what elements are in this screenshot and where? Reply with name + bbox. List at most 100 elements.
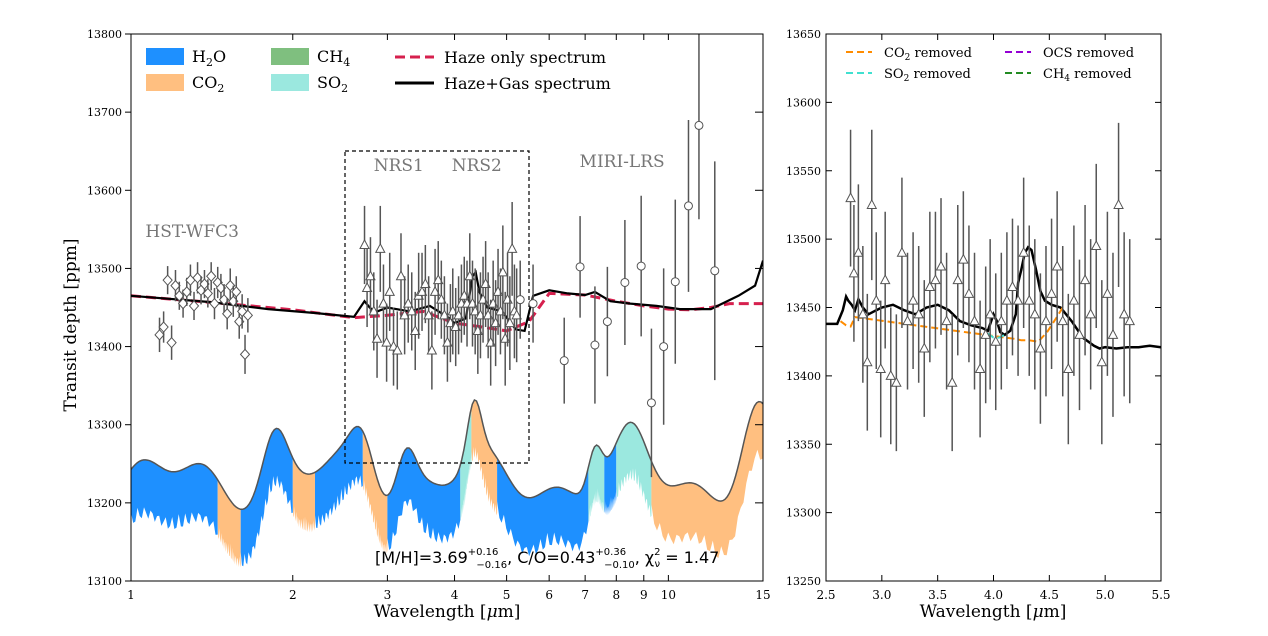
data-point	[620, 277, 630, 287]
data-point	[1079, 274, 1091, 285]
data-point	[188, 300, 200, 312]
data-point	[1068, 294, 1080, 305]
data-point	[506, 242, 518, 253]
x-tick-label: 1	[127, 588, 135, 602]
y-tick-label: 13300	[786, 507, 821, 520]
data-point	[1001, 294, 1013, 305]
data-point	[995, 315, 1007, 326]
data-point	[683, 201, 693, 211]
data-point	[907, 294, 919, 305]
data-point	[1107, 328, 1119, 339]
x-tick-label: 2.5	[816, 588, 835, 602]
data-point	[368, 305, 380, 316]
data-point	[1074, 328, 1085, 339]
data-point	[984, 308, 996, 319]
data-point	[395, 270, 407, 281]
data-point	[378, 297, 389, 308]
right-panel: 2.5 3.0 3.5 4.0 4.5 5.0 5.5 13250 13300 13350 134…	[786, 28, 1171, 622]
data-point	[158, 321, 169, 333]
y-tick-label: 13650	[786, 28, 821, 41]
data-point	[222, 308, 233, 320]
data-point	[218, 293, 230, 306]
data-point	[423, 309, 434, 320]
legend-swatch-h2o	[146, 48, 184, 65]
y-tick-label: 13500	[87, 262, 122, 275]
data-point	[1040, 315, 1052, 326]
data-point	[559, 356, 569, 366]
data-point	[963, 287, 975, 298]
data-point	[154, 329, 165, 341]
data-point	[206, 270, 217, 282]
data-point	[166, 336, 177, 349]
right-y-ticks: 13250 13300 13350 13400 13450 13500 13550 13600…	[786, 28, 1161, 588]
legend-label: SO2 removed	[884, 67, 971, 84]
y-tick-label: 13200	[87, 497, 122, 510]
data-point	[1113, 198, 1124, 209]
legend-label-so2: SO2	[317, 73, 348, 95]
data-point	[209, 297, 220, 310]
data-point	[853, 246, 864, 257]
data-point	[162, 274, 173, 286]
data-point	[1046, 287, 1057, 298]
data-point	[499, 332, 511, 343]
data-point	[1062, 362, 1074, 374]
contribution-band	[217, 480, 241, 568]
data-point	[930, 274, 941, 285]
contribution-band	[616, 422, 652, 518]
retrieval-result: [M/H]=3.69+0.16 −0.16, C/O=0.43+0.36 −0.10…	[375, 547, 719, 571]
annotation-nrs2: NRS2	[452, 156, 502, 176]
left-y-axis-label: Transit depth [ppm]	[61, 238, 81, 411]
data-point	[969, 315, 980, 326]
data-point	[946, 376, 958, 387]
removed-line	[839, 306, 1064, 343]
legend-swatch-so2	[271, 74, 309, 91]
y-tick-label: 13400	[87, 341, 122, 354]
data-point	[1018, 246, 1029, 257]
data-point	[391, 344, 403, 355]
contribution-band	[460, 407, 472, 521]
data-point	[528, 299, 538, 309]
contribution-fills	[131, 399, 763, 568]
data-point	[902, 315, 913, 326]
data-point	[374, 242, 386, 253]
contribution-band	[588, 445, 605, 522]
x-tick-label: 4.0	[984, 588, 1003, 602]
left-panel: 1 2 3 4 5 6 7 8 9 10 15 13100132001330013400135001…	[61, 28, 771, 622]
data-point	[646, 398, 656, 408]
left-x-ticks: 1 2 3 4 5 6 7 8 9 10 15	[127, 34, 771, 602]
data-point	[504, 317, 516, 328]
data-point	[384, 285, 396, 296]
data-point	[1124, 315, 1136, 326]
legend-label-hazegas: Haze+Gas spectrum	[444, 74, 611, 93]
zoom-box	[344, 150, 530, 464]
data-point	[924, 280, 936, 291]
x-tick-label: 9	[640, 588, 648, 602]
data-point	[239, 348, 251, 361]
data-point	[1023, 294, 1035, 305]
data-point	[885, 369, 897, 380]
contribution-band	[604, 443, 617, 516]
data-point	[866, 198, 878, 209]
data-point	[659, 342, 669, 352]
right-legend: CO2 removed OCS removed SO2 removed CH4 rem…	[846, 46, 1134, 84]
data-point	[845, 192, 856, 203]
x-tick-label: 3.0	[872, 588, 891, 602]
data-point	[1012, 294, 1024, 305]
data-point	[590, 340, 600, 350]
data-point	[416, 285, 428, 296]
data-point	[990, 335, 1002, 346]
contribution-band	[497, 458, 589, 557]
annotation-miri-lrs: MIRI-LRS	[580, 152, 665, 172]
x-tick-label: 5	[503, 588, 511, 602]
x-tick-label: 7	[581, 588, 589, 602]
data-point	[1118, 308, 1130, 319]
y-tick-label: 13350	[786, 438, 821, 451]
x-tick-label: 6	[545, 588, 553, 602]
right-x-ticks: 2.5 3.0 3.5 4.0 4.5 5.0 5.5	[816, 34, 1171, 602]
contribution-band	[471, 399, 498, 516]
right-x-axis-label: Wavelength [μm]	[920, 602, 1067, 622]
data-point	[875, 362, 887, 374]
y-tick-label: 13250	[786, 575, 821, 588]
data-point	[409, 324, 421, 335]
x-tick-label: 8	[612, 588, 620, 602]
